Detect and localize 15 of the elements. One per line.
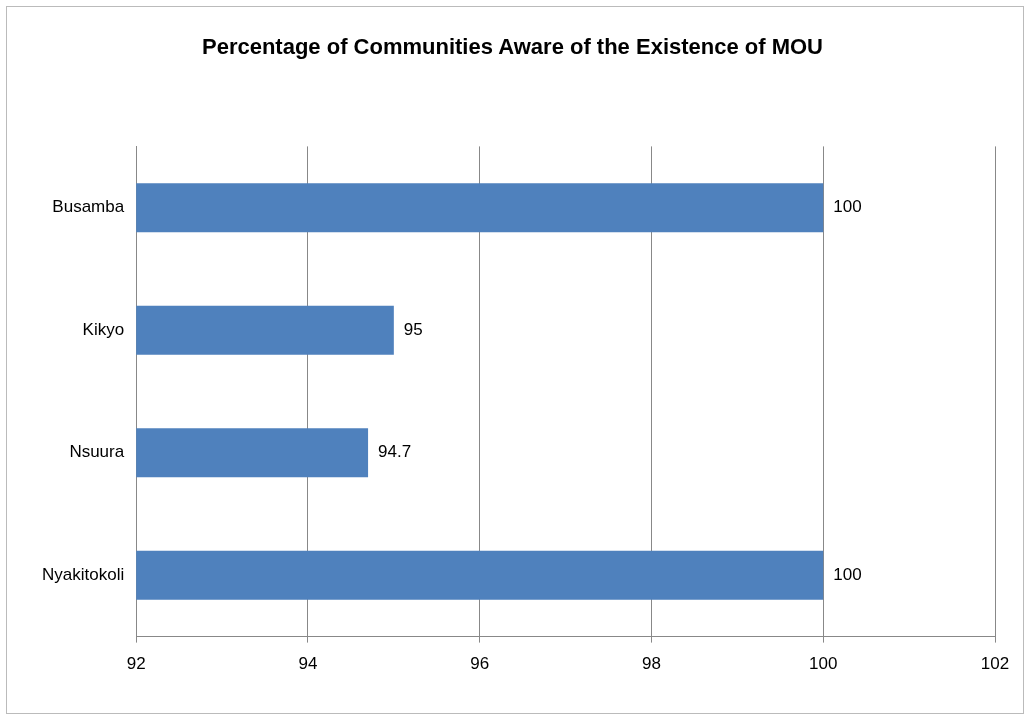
y-tick-label: Busamba <box>52 197 125 217</box>
x-tick-label: 94 <box>298 654 318 674</box>
x-tick-label: 100 <box>809 654 838 674</box>
data-label: 100 <box>833 197 862 217</box>
y-tick-label: Nyakitokoli <box>41 565 125 585</box>
data-label: 100 <box>833 565 862 585</box>
x-tick-label: 96 <box>470 654 490 674</box>
chart-title: Percentage of Communities Aware of the Existence of MOU <box>201 34 824 60</box>
y-tick-label: Kikyo <box>82 319 125 339</box>
data-label: 95 <box>403 319 423 339</box>
x-tick-label: 102 <box>980 654 1010 674</box>
x-tick-label: 98 <box>642 654 661 674</box>
x-tick-label: 92 <box>126 654 146 674</box>
data-label: 94.7 <box>378 442 412 462</box>
y-tick-label: Nsuura <box>69 442 125 462</box>
